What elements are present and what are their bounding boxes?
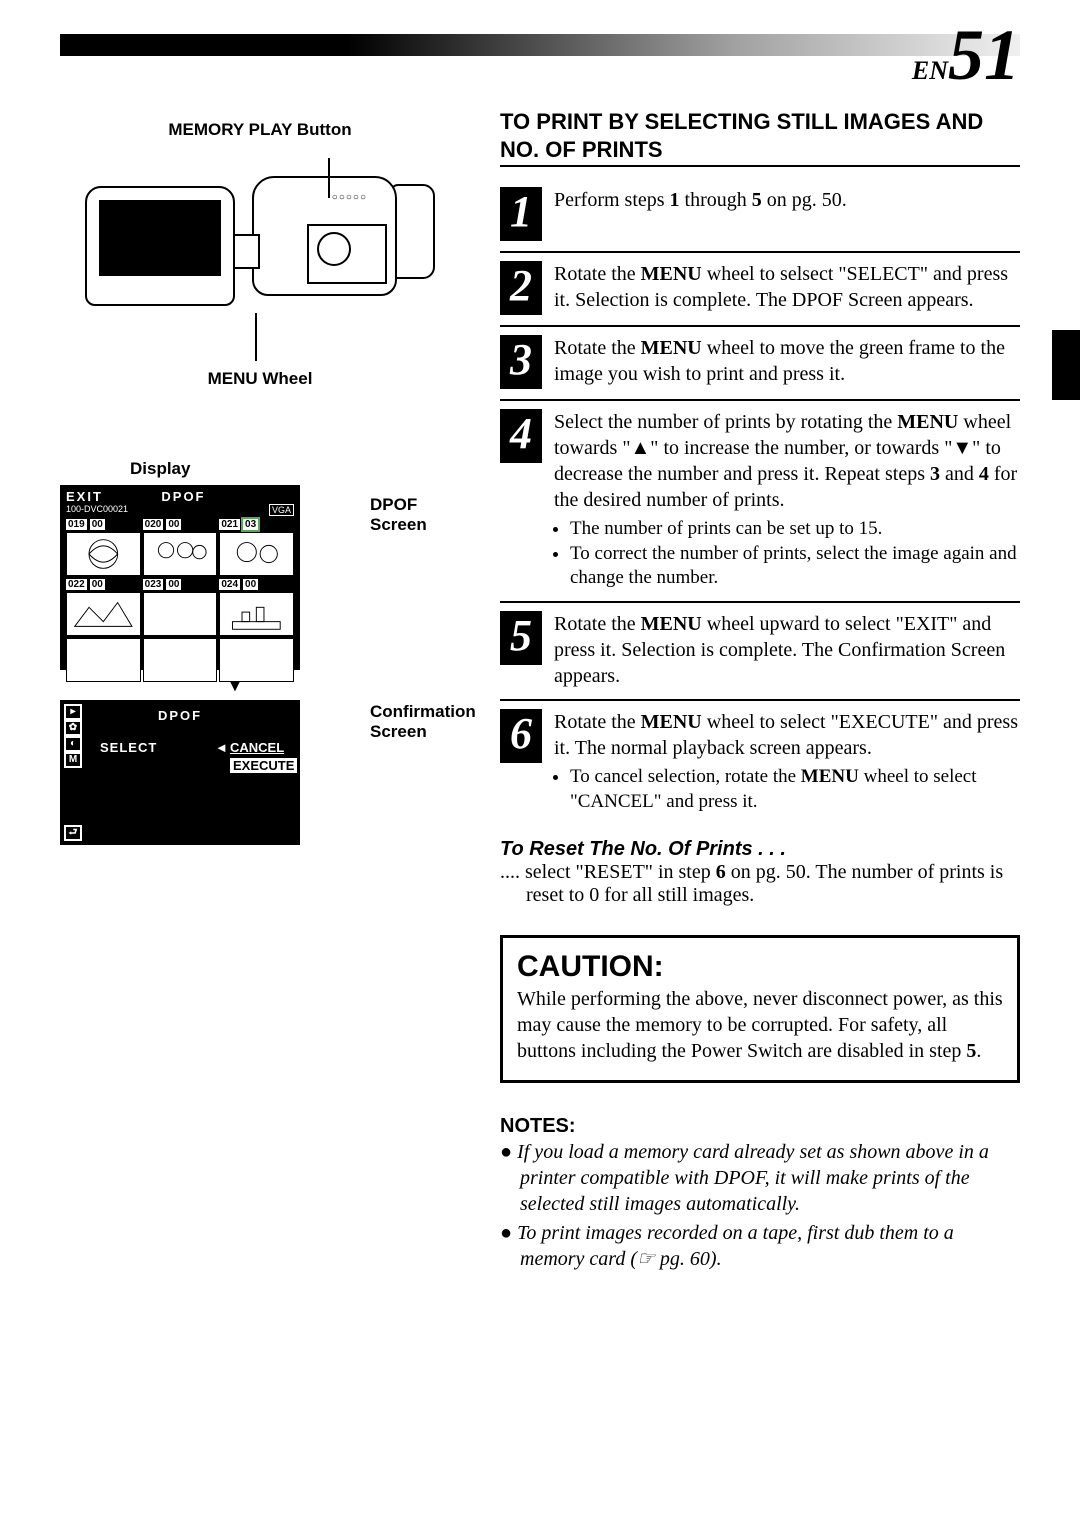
callout-line-2 — [255, 313, 257, 361]
step: 6Rotate the MENU wheel to select "EXECUT… — [500, 699, 1020, 824]
caution-title: CAUTION: — [517, 950, 1003, 984]
conf-execute: EXECUTE — [230, 758, 297, 773]
thumb-label: 02200 — [66, 578, 141, 590]
step-number: 3 — [500, 335, 542, 389]
menu-wheel-label: MENU Wheel — [60, 369, 460, 389]
dpof-screen: EXIT DPOF 100-DVC00021 VGA 0190002000021… — [60, 485, 300, 670]
step-body: Rotate the MENU wheel to selsect "SELECT… — [554, 261, 1020, 315]
step: 2Rotate the MENU wheel to selsect "SELEC… — [500, 251, 1020, 325]
thumb-label: 02300 — [143, 578, 218, 590]
dpof-title: DPOF — [161, 489, 205, 504]
thumb-label: 02000 — [143, 518, 218, 530]
return-icon: ⮐ — [64, 825, 82, 841]
thumbnail — [143, 592, 218, 636]
header-gradient — [60, 34, 1020, 56]
step-body: Rotate the MENU wheel to move the green … — [554, 335, 1020, 389]
thumbnail — [66, 532, 141, 576]
page-num: 51 — [948, 15, 1020, 95]
thumbnail-empty — [143, 638, 218, 682]
step-number: 5 — [500, 611, 542, 665]
page-number: EN51 — [912, 34, 1020, 86]
step-body: Rotate the MENU wheel upward to select "… — [554, 611, 1020, 689]
thumbnail — [219, 592, 294, 636]
reset-body: .... select "RESET" in step 6 on pg. 50.… — [526, 861, 1020, 907]
thumb-label: 02400 — [219, 578, 294, 590]
note-item: To print images recorded on a tape, firs… — [520, 1221, 1020, 1272]
caution-box: CAUTION: While performing the above, nev… — [500, 935, 1020, 1083]
side-tab — [1052, 330, 1080, 400]
step: 1Perform steps 1 through 5 on pg. 50. — [500, 179, 1020, 251]
steps-container: 1Perform steps 1 through 5 on pg. 50.2Ro… — [500, 179, 1020, 824]
right-column: TO PRINT BY SELECTING STILL IMAGES AND N… — [500, 108, 1020, 1276]
conf-title: DPOF — [60, 708, 300, 723]
notes-title: NOTES: — [500, 1115, 1020, 1138]
note-item: If you load a memory card already set as… — [520, 1140, 1020, 1217]
vga-badge: VGA — [269, 504, 294, 516]
step-body: Rotate the MENU wheel to select "EXECUTE… — [554, 709, 1020, 814]
conf-cancel: CANCEL — [230, 740, 284, 755]
memory-play-label: MEMORY PLAY Button — [60, 120, 460, 140]
conf-icons: ▸ ✿ ◐ M ⮐ — [64, 704, 86, 841]
cam-front — [307, 224, 387, 284]
confirmation-screen: ▸ ✿ ◐ M ⮐ DPOF SELECT ◄ CANCEL EXECUTE — [60, 700, 300, 845]
exit-label: EXIT — [66, 489, 103, 504]
thumbnail — [219, 532, 294, 576]
cam-lcd — [85, 186, 235, 306]
folder-label: 100-DVC00021 — [66, 504, 128, 516]
left-column: MEMORY PLAY Button ○○○○○ MENU Wheel Disp… — [60, 120, 460, 845]
step-number: 1 — [500, 187, 542, 241]
thumbnail — [143, 532, 218, 576]
step: 4Select the number of prints by rotating… — [500, 399, 1020, 601]
reset-title: To Reset The No. Of Prints . . . — [500, 838, 1020, 861]
icon-3: ◐ — [64, 736, 82, 752]
callout-line-1 — [328, 158, 330, 198]
thumbnail-empty — [66, 638, 141, 682]
cam-buttons-icon: ○○○○○ — [332, 192, 367, 203]
notes-list: If you load a memory card already set as… — [500, 1140, 1020, 1272]
camcorder-figure: ○○○○○ — [75, 144, 445, 339]
conf-screen-side-label: Confirmation Screen — [370, 702, 490, 742]
step-body: Perform steps 1 through 5 on pg. 50. — [554, 187, 847, 241]
thumbnail — [66, 592, 141, 636]
caution-body: While performing the above, never discon… — [517, 986, 1003, 1064]
step-number: 4 — [500, 409, 542, 463]
section-title: TO PRINT BY SELECTING STILL IMAGES AND N… — [500, 108, 1020, 167]
display-label: Display — [130, 459, 460, 479]
step: 3Rotate the MENU wheel to move the green… — [500, 325, 1020, 399]
conf-select: SELECT — [100, 740, 157, 755]
dpof-grid: 019000200002103 022000230002400 — [60, 516, 300, 688]
dpof-screen-side-label: DPOF Screen — [370, 495, 460, 535]
step-number: 2 — [500, 261, 542, 315]
step-number: 6 — [500, 709, 542, 763]
icon-4: M — [64, 752, 82, 768]
page-prefix: EN — [912, 56, 948, 85]
thumb-label: 02103 — [219, 518, 294, 530]
thumb-label: 01900 — [66, 518, 141, 530]
conf-arrow-icon: ◄ — [215, 740, 228, 755]
thumbnail-empty — [219, 638, 294, 682]
step: 5Rotate the MENU wheel upward to select … — [500, 601, 1020, 699]
step-body: Select the number of prints by rotating … — [554, 409, 1020, 591]
